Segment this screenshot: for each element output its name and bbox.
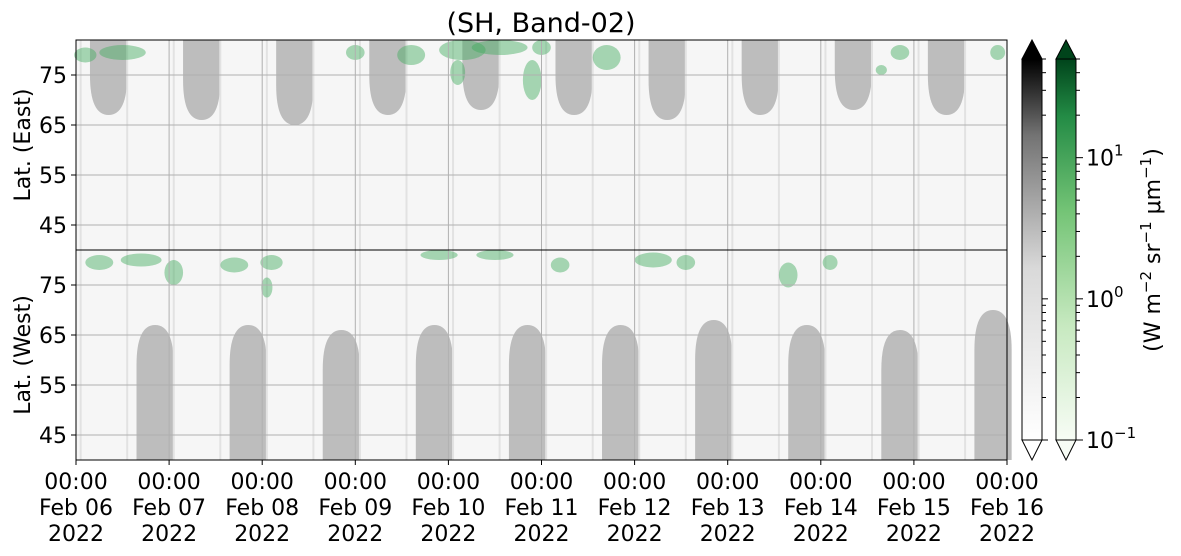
green-patch-east-8 bbox=[522, 60, 542, 100]
green-patch-west-8 bbox=[550, 257, 570, 273]
green-patch-west-2 bbox=[164, 260, 184, 285]
green-patch-east-4 bbox=[439, 40, 486, 60]
x-tick-label-9: 00:00 Feb 15 2022 bbox=[877, 470, 951, 547]
x-tick-label-10: 00:00 Feb 16 2022 bbox=[970, 470, 1044, 547]
gray-region-west-5 bbox=[602, 325, 640, 460]
colorbar-green-extend-min bbox=[1055, 439, 1077, 462]
y-axis-label-east: Lat. (East) bbox=[11, 89, 36, 202]
y-ticks: 45 55 65 75 75 65 55 45 bbox=[39, 64, 76, 449]
green-patch-east-1 bbox=[99, 45, 146, 60]
colorbar-green-extend-max bbox=[1055, 38, 1077, 60]
gray-region-east-5 bbox=[555, 40, 593, 115]
y-tick-label-west-0: 75 bbox=[39, 274, 67, 299]
x-tick-label-3: 00:00 Feb 09 2022 bbox=[318, 470, 392, 547]
green-patch-east-11 bbox=[890, 45, 910, 60]
green-patch-west-4 bbox=[260, 255, 283, 270]
green-patch-east-9 bbox=[592, 45, 621, 70]
green-patch-west-3 bbox=[220, 257, 249, 273]
colorbar-tick-label-0: 10−1 bbox=[1086, 424, 1136, 454]
gray-region-east-1 bbox=[183, 40, 221, 120]
green-patch-east-5 bbox=[450, 60, 466, 85]
x-tick-label-1: 00:00 Feb 07 2022 bbox=[132, 470, 206, 547]
green-patch-east-6 bbox=[471, 40, 528, 55]
colorbar-tick-label-1: 100 bbox=[1086, 283, 1124, 313]
y-tick-label-east-2: 65 bbox=[39, 114, 67, 139]
colorbar-gray bbox=[1021, 38, 1043, 462]
y-tick-label-east-1: 55 bbox=[39, 164, 67, 189]
colorbar-tick-label-2: 101 bbox=[1086, 142, 1124, 172]
gray-region-east-6 bbox=[648, 40, 686, 120]
green-patch-east-0 bbox=[74, 47, 97, 63]
green-patch-east-12 bbox=[990, 45, 1006, 60]
y-axis-label-west: Lat. (West) bbox=[11, 295, 36, 415]
green-patch-west-5 bbox=[261, 277, 273, 298]
green-patch-west-1 bbox=[120, 253, 162, 267]
x-tick-label-0: 00:00 Feb 06 2022 bbox=[39, 470, 113, 547]
y-tick-label-east-3: 75 bbox=[39, 64, 67, 89]
y-tick-label-west-2: 55 bbox=[39, 374, 67, 399]
green-patch-west-0 bbox=[85, 255, 114, 270]
chart-title: (SH, Band-02) bbox=[446, 8, 635, 39]
gray-region-east-3 bbox=[369, 40, 407, 115]
green-patch-west-9 bbox=[634, 252, 672, 268]
green-patch-west-12 bbox=[822, 255, 838, 270]
gray-region-west-6 bbox=[695, 320, 733, 460]
green-patch-west-7 bbox=[476, 250, 514, 260]
x-tick-label-8: 00:00 Feb 14 2022 bbox=[784, 470, 858, 547]
colorbar-label: (W m−2 sr−1 μm−1) bbox=[1137, 148, 1166, 352]
x-tick-label-4: 00:00 Feb 10 2022 bbox=[411, 470, 485, 547]
green-patch-west-6 bbox=[420, 250, 458, 260]
gray-region-east-7 bbox=[741, 40, 779, 115]
x-tick-label-5: 00:00 Feb 11 2022 bbox=[505, 470, 579, 547]
gray-region-east-9 bbox=[927, 40, 966, 115]
y-tick-label-west-1: 65 bbox=[39, 324, 67, 349]
colorbar-gray-extend-max bbox=[1021, 38, 1043, 60]
green-patch-west-10 bbox=[676, 255, 696, 270]
gray-region-west-2 bbox=[322, 330, 360, 460]
green-patches bbox=[74, 40, 1006, 298]
gray-region-west-3 bbox=[415, 325, 454, 460]
green-patch-east-10 bbox=[875, 65, 887, 75]
gray-region-west-8 bbox=[881, 330, 919, 460]
gray-region-west-7 bbox=[788, 325, 826, 460]
gray-region-east-0 bbox=[89, 40, 128, 115]
gray-region-east-2 bbox=[276, 40, 314, 125]
x-tick-label-6: 00:00 Feb 12 2022 bbox=[598, 470, 672, 547]
gray-region-west-1 bbox=[229, 325, 267, 460]
green-patch-east-3 bbox=[397, 45, 426, 65]
colorbar-ticks: 10−1 100 101 bbox=[1042, 58, 1136, 454]
y-tick-label-east-0: 45 bbox=[39, 214, 67, 239]
gray-region-west-0 bbox=[136, 325, 174, 460]
y-tick-label-west-3: 45 bbox=[39, 424, 67, 449]
colorbar-green: 10−1 100 101 bbox=[1042, 38, 1136, 462]
green-patch-west-11 bbox=[778, 262, 798, 288]
colorbar-gray-extend-min bbox=[1021, 439, 1043, 462]
gray-region-west-4 bbox=[508, 325, 547, 460]
plot-area bbox=[74, 39, 1012, 461]
x-tick-label-2: 00:00 Feb 08 2022 bbox=[225, 470, 299, 547]
x-ticks: 00:00 Feb 06 2022 00:00 Feb 07 2022 00:00 Feb 0… bbox=[39, 460, 1044, 547]
x-tick-label-7: 00:00 Feb 13 2022 bbox=[691, 470, 765, 547]
